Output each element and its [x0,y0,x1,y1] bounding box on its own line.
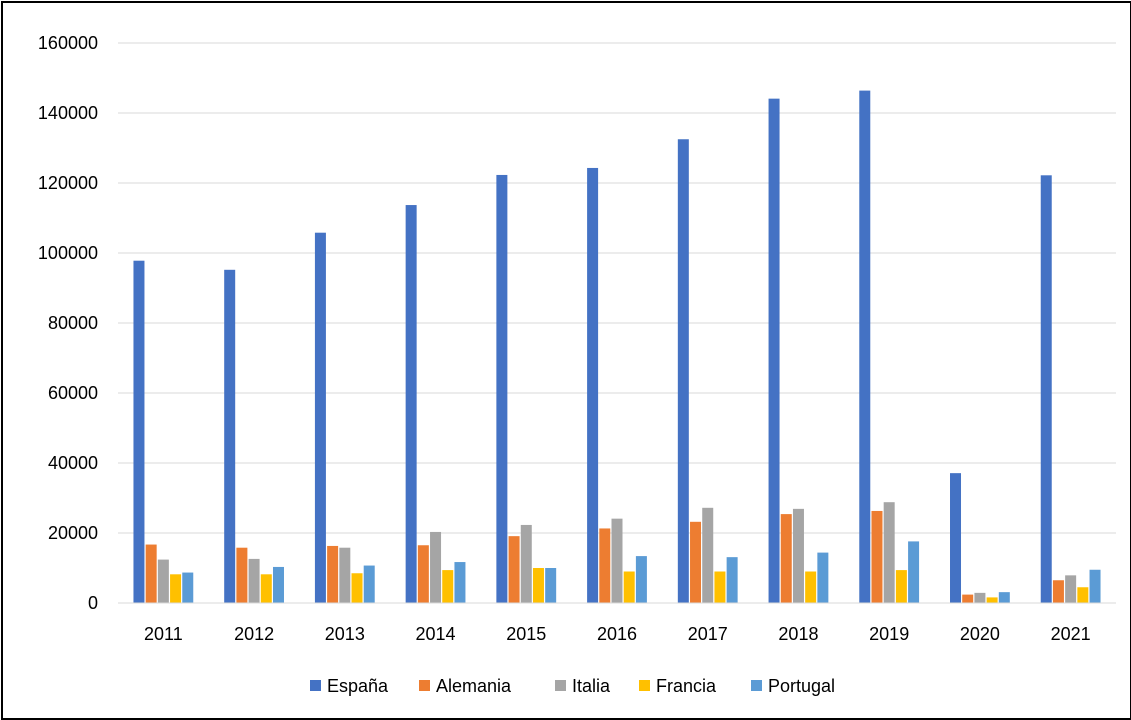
x-axis-tick-labels: 2011 2012 2013 2014 2015 2016 2017 2018 2019 2020… [144,624,1091,644]
bar-portugal-2012 [272,566,284,603]
bar-francia-2013 [351,573,363,603]
y-tick-label: 60000 [48,383,98,403]
legend-swatch-italia [555,680,566,691]
legend-swatch-francia [639,680,650,691]
x-tick-label: 2014 [416,624,456,644]
legend-label-portugal: Portugal [768,676,835,696]
x-tick-label: 2011 [144,624,183,644]
bar-alemania-2013 [327,545,339,603]
y-tick-label: 80000 [48,313,98,333]
x-tick-label: 2015 [506,624,546,644]
bar-españa-2019 [859,90,871,604]
y-tick-label: 160000 [38,33,98,53]
bar-italia-2017 [702,507,714,603]
bar-españa-2012 [224,269,236,603]
y-tick-label: 40000 [48,453,98,473]
bar-portugal-2013 [363,565,375,603]
bar-alemania-2012 [236,547,248,603]
bar-italia-2019 [883,502,895,603]
bar-italia-2021 [1065,575,1077,603]
x-tick-label: 2017 [688,624,728,644]
bar-españa-2018 [768,98,780,604]
y-tick-label: 0 [88,593,98,613]
bar-portugal-2017 [726,557,738,603]
x-tick-label: 2021 [1051,624,1091,644]
bar-italia-2013 [339,547,351,603]
bar-portugal-2015 [545,568,557,603]
bars [133,90,1101,604]
bar-portugal-2014 [454,562,466,603]
bar-alemania-2018 [780,514,792,603]
legend-swatch-portugal [751,680,762,691]
bar-alemania-2016 [599,528,611,603]
bar-españa-2016 [587,167,599,603]
bar-españa-2021 [1040,175,1052,604]
bar-italia-2015 [520,524,532,603]
bar-portugal-2011 [182,572,194,603]
bar-francia-2016 [623,571,635,603]
bar-alemania-2017 [690,521,702,603]
bar-francia-2014 [442,570,454,603]
x-tick-label: 2020 [960,624,1000,644]
bar-españa-2020 [950,473,962,603]
bar-alemania-2019 [871,510,883,603]
bar-francia-2019 [895,570,907,603]
bar-italia-2020 [974,592,986,603]
bar-francia-2020 [986,597,998,603]
gridlines [118,42,1116,534]
bar-españa-2013 [314,232,326,603]
bar-francia-2021 [1077,587,1089,603]
bar-francia-2018 [805,571,817,603]
y-tick-label: 120000 [38,173,98,193]
bar-italia-2012 [248,558,260,603]
y-tick-label: 140000 [38,103,98,123]
bar-francia-2015 [532,568,544,603]
bar-portugal-2019 [908,541,920,603]
bar-francia-2017 [714,571,726,603]
bar-italia-2018 [792,508,804,603]
bar-portugal-2016 [635,556,647,603]
legend-label-italia: Italia [572,676,611,696]
bar-españa-2015 [496,174,508,603]
bar-alemania-2011 [145,544,157,603]
bar-portugal-2020 [998,592,1010,603]
bar-francia-2012 [260,574,272,603]
x-tick-label: 2019 [869,624,909,644]
x-tick-label: 2018 [778,624,818,644]
bar-españa-2017 [677,139,689,603]
bar-italia-2014 [430,531,442,603]
bar-portugal-2018 [817,552,829,603]
bar-alemania-2014 [417,545,429,603]
legend: España Alemania Italia Francia Portugal [310,676,835,696]
legend-swatch-españa [310,680,321,691]
y-axis-tick-labels: 0 20000 40000 60000 80000 100000 120000 140000 1… [38,33,98,613]
legend-label-españa: España [327,676,389,696]
bar-españa-2011 [133,260,145,603]
bar-portugal-2021 [1089,569,1101,603]
bar-alemania-2020 [962,594,974,603]
legend-swatch-alemania [419,680,430,691]
y-tick-label: 20000 [48,523,98,543]
y-tick-label: 100000 [38,243,98,263]
legend-label-alemania: Alemania [436,676,512,696]
bar-alemania-2015 [508,536,520,603]
x-tick-label: 2012 [234,624,274,644]
bar-alemania-2021 [1052,580,1064,603]
bar-italia-2016 [611,518,623,603]
bar-españa-2014 [405,205,417,604]
x-tick-label: 2013 [325,624,365,644]
bar-italia-2011 [157,559,169,603]
legend-label-francia: Francia [656,676,717,696]
x-tick-label: 2016 [597,624,637,644]
bar-francia-2011 [170,574,182,603]
